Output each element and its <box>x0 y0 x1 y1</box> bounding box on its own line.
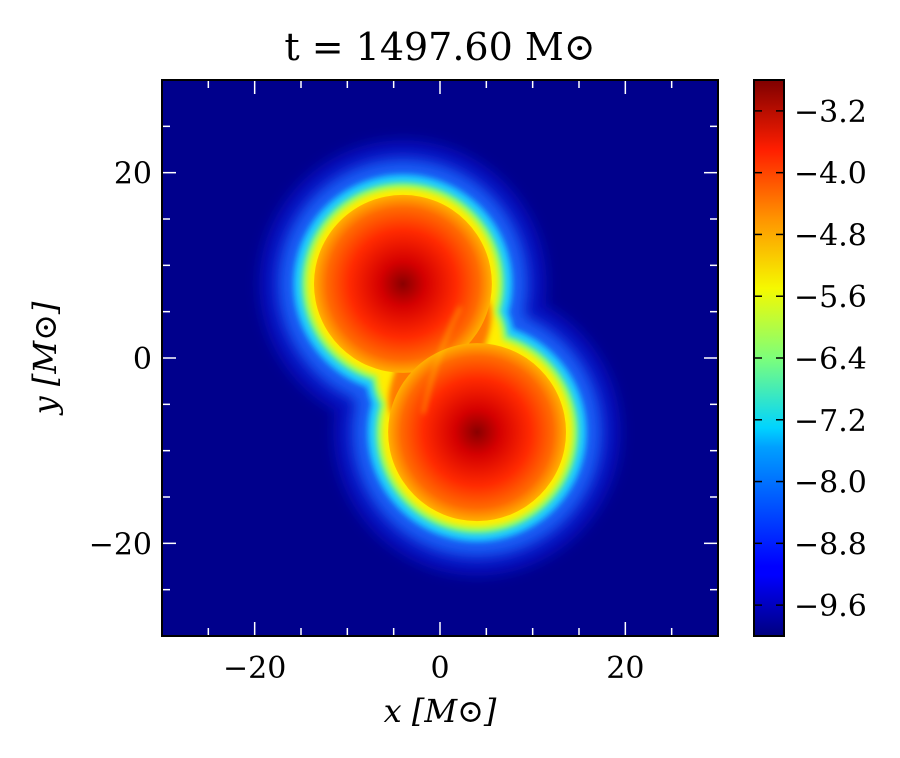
plot-title: t = 1497.60 M⊙ <box>284 25 595 69</box>
x-tick-labels: −20 0 20 <box>223 651 644 686</box>
y-tick-label: 0 <box>133 342 152 377</box>
colorbar-tick-labels: −3.2 −4.0 −4.8 −5.6 −6.4 −7.2 −8.0 −8.8 −9.6 <box>794 95 867 624</box>
colorbar: −3.2 −4.0 −4.8 −5.6 −6.4 −7.2 −8.0 −8.8 −9.6 <box>753 79 867 637</box>
x-tick-label: 0 <box>430 651 449 686</box>
colorbar-tick-label: −3.2 <box>794 95 867 130</box>
density-field <box>259 140 621 576</box>
plot-ticks <box>162 80 718 636</box>
colorbar-tick-label: −4.0 <box>794 157 867 192</box>
x-axis-title: x [M⊙] <box>384 692 497 730</box>
colorbar-tick-label: −7.2 <box>794 404 867 439</box>
y-tick-labels: −20 0 20 <box>89 157 152 563</box>
colorbar-tick-label: −8.8 <box>794 527 867 562</box>
y-axis-title: y [M⊙] <box>26 301 64 416</box>
y-tick-label: −20 <box>89 527 152 562</box>
colorbar-ticks <box>754 110 784 606</box>
colorbar-tick-label: −5.6 <box>794 280 867 315</box>
density-core <box>388 343 567 522</box>
y-tick-label: 20 <box>114 157 152 192</box>
colorbar-frame <box>753 79 785 637</box>
plot-frame <box>161 79 719 637</box>
colorbar-tick-label: −9.6 <box>794 589 867 624</box>
x-tick-label: −20 <box>223 651 286 686</box>
colorbar-tick-label: −4.8 <box>794 218 867 253</box>
colorbar-tick-label: −8.0 <box>794 466 867 501</box>
contact-seam <box>422 306 462 414</box>
colorbar-tick-label: −6.4 <box>794 342 867 377</box>
heatmap-plot <box>161 79 719 637</box>
density-core <box>313 194 492 373</box>
x-tick-label: 20 <box>606 651 644 686</box>
